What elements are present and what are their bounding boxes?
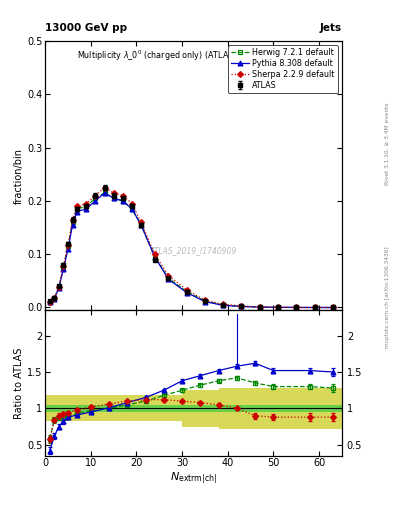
Pythia 8.308 default (139, 222, 143, 228)
Line: Herwig 7.2.1 default: Herwig 7.2.1 default (47, 190, 335, 310)
Pythia 8.308 default (152, 254, 157, 260)
Text: 13000 GeV pp: 13000 GeV pp (45, 23, 127, 33)
Pythia 8.308 default (61, 266, 66, 272)
Herwig 7.2.1 default (239, 304, 244, 310)
Sherpa 2.2.9 default (66, 242, 70, 248)
Sherpa 2.2.9 default (166, 272, 171, 279)
Y-axis label: Ratio to ATLAS: Ratio to ATLAS (14, 347, 24, 419)
Sherpa 2.2.9 default (48, 298, 52, 305)
Pythia 8.308 default (239, 304, 244, 310)
Herwig 7.2.1 default (102, 190, 107, 196)
Herwig 7.2.1 default (70, 219, 75, 225)
Line: Pythia 8.308 default: Pythia 8.308 default (47, 190, 335, 310)
Herwig 7.2.1 default (66, 243, 70, 249)
Herwig 7.2.1 default (331, 305, 335, 311)
Sherpa 2.2.9 default (257, 304, 262, 310)
Herwig 7.2.1 default (120, 198, 125, 204)
Text: Rivet 3.1.10, ≥ 3.4M events: Rivet 3.1.10, ≥ 3.4M events (385, 102, 390, 185)
Sherpa 2.2.9 default (70, 217, 75, 223)
Herwig 7.2.1 default (61, 264, 66, 270)
Sherpa 2.2.9 default (139, 219, 143, 225)
Pythia 8.308 default (331, 305, 335, 311)
Text: ATLAS_2019_I1740909: ATLAS_2019_I1740909 (150, 246, 237, 255)
Sherpa 2.2.9 default (120, 193, 125, 199)
Pythia 8.308 default (275, 304, 280, 310)
Pythia 8.308 default (312, 305, 317, 311)
Herwig 7.2.1 default (184, 288, 189, 294)
Pythia 8.308 default (120, 198, 125, 204)
Pythia 8.308 default (166, 276, 171, 282)
Sherpa 2.2.9 default (203, 297, 208, 303)
Herwig 7.2.1 default (93, 195, 98, 201)
Y-axis label: fraction/bin: fraction/bin (14, 147, 24, 204)
Sherpa 2.2.9 default (57, 284, 61, 290)
Text: Multiplicity $\lambda\_0^0$ (charged only) (ATLAS jet fragmentation): Multiplicity $\lambda\_0^0$ (charged onl… (77, 49, 310, 63)
Herwig 7.2.1 default (111, 195, 116, 201)
Sherpa 2.2.9 default (294, 304, 299, 310)
Sherpa 2.2.9 default (130, 201, 134, 207)
Pythia 8.308 default (84, 206, 89, 212)
Legend: Herwig 7.2.1 default, Pythia 8.308 default, Sherpa 2.2.9 default, ATLAS: Herwig 7.2.1 default, Pythia 8.308 defau… (228, 45, 338, 94)
Pythia 8.308 default (52, 296, 57, 302)
Sherpa 2.2.9 default (61, 263, 66, 269)
Pythia 8.308 default (257, 304, 262, 310)
Herwig 7.2.1 default (294, 304, 299, 310)
Pythia 8.308 default (57, 285, 61, 291)
Herwig 7.2.1 default (312, 305, 317, 311)
Herwig 7.2.1 default (52, 295, 57, 302)
Sherpa 2.2.9 default (239, 303, 244, 309)
Text: mcplots.cern.ch [arXiv:1306.3436]: mcplots.cern.ch [arXiv:1306.3436] (385, 246, 390, 348)
Pythia 8.308 default (221, 302, 226, 308)
Sherpa 2.2.9 default (152, 251, 157, 257)
Herwig 7.2.1 default (139, 222, 143, 228)
Herwig 7.2.1 default (166, 275, 171, 281)
Pythia 8.308 default (111, 195, 116, 201)
Sherpa 2.2.9 default (275, 304, 280, 310)
Pythia 8.308 default (48, 298, 52, 305)
Pythia 8.308 default (66, 246, 70, 252)
Herwig 7.2.1 default (48, 298, 52, 305)
X-axis label: $N_{\mathrm{extrm|ch|}}$: $N_{\mathrm{extrm|ch|}}$ (170, 470, 217, 485)
Sherpa 2.2.9 default (184, 287, 189, 293)
Pythia 8.308 default (203, 298, 208, 305)
Sherpa 2.2.9 default (331, 305, 335, 311)
Herwig 7.2.1 default (84, 203, 89, 209)
Pythia 8.308 default (184, 289, 189, 295)
Pythia 8.308 default (102, 190, 107, 196)
Sherpa 2.2.9 default (102, 184, 107, 190)
Herwig 7.2.1 default (275, 304, 280, 310)
Herwig 7.2.1 default (130, 206, 134, 212)
Herwig 7.2.1 default (257, 304, 262, 310)
Sherpa 2.2.9 default (111, 190, 116, 196)
Herwig 7.2.1 default (152, 254, 157, 260)
Sherpa 2.2.9 default (84, 201, 89, 207)
Sherpa 2.2.9 default (52, 295, 57, 302)
Pythia 8.308 default (130, 206, 134, 212)
Sherpa 2.2.9 default (93, 193, 98, 199)
Pythia 8.308 default (70, 222, 75, 228)
Sherpa 2.2.9 default (75, 203, 79, 209)
Sherpa 2.2.9 default (221, 301, 226, 307)
Herwig 7.2.1 default (203, 298, 208, 304)
Pythia 8.308 default (93, 198, 98, 204)
Text: Jets: Jets (320, 23, 342, 33)
Pythia 8.308 default (294, 304, 299, 310)
Herwig 7.2.1 default (75, 206, 79, 212)
Sherpa 2.2.9 default (312, 305, 317, 311)
Herwig 7.2.1 default (221, 302, 226, 308)
Line: Sherpa 2.2.9 default: Sherpa 2.2.9 default (48, 185, 335, 310)
Pythia 8.308 default (75, 208, 79, 215)
Herwig 7.2.1 default (57, 284, 61, 290)
